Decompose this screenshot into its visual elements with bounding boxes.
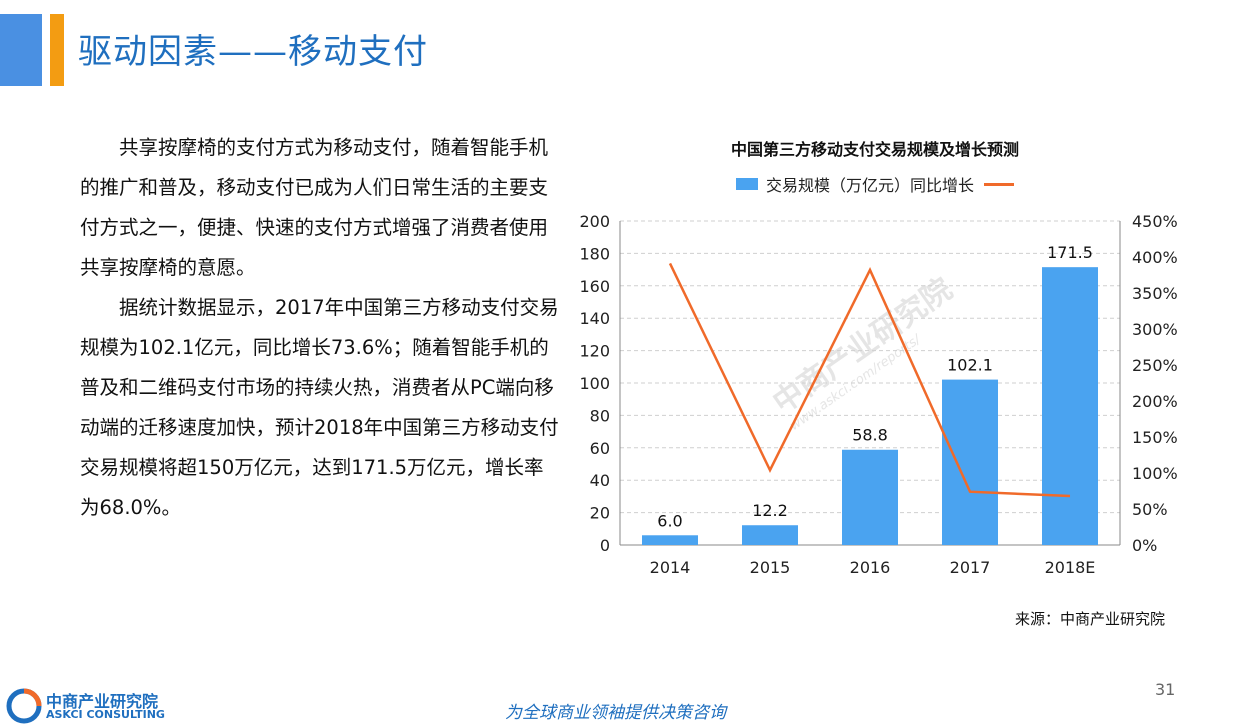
y-right-tick-label: 300% <box>1132 320 1178 339</box>
bar <box>1042 267 1098 545</box>
y-left-tick-label: 100 <box>579 374 610 393</box>
title-accent-blue <box>0 14 42 86</box>
y-left-tick-label: 60 <box>590 439 610 458</box>
bar-data-label: 6.0 <box>657 511 682 530</box>
legend-line-swatch <box>984 183 1014 186</box>
body-text: 共享按摩椅的支付方式为移动支付，随着智能手机的推广和普及，移动支付已成为人们日常… <box>80 128 560 528</box>
y-left-tick-label: 40 <box>590 471 610 490</box>
y-right-tick-label: 450% <box>1132 212 1178 231</box>
bar-data-label: 171.5 <box>1047 243 1093 262</box>
bar-data-label: 102.1 <box>947 356 993 375</box>
title-accent-orange <box>50 14 64 86</box>
chart-legend: 交易规模（万亿元） 同比增长 <box>630 172 1120 196</box>
y-right-tick-label: 200% <box>1132 392 1178 411</box>
y-left-tick-label: 20 <box>590 504 610 523</box>
page-number: 31 <box>1155 680 1175 699</box>
logo-text-en: ASKCI CONSULTING <box>46 708 165 721</box>
y-right-tick-label: 50% <box>1132 500 1168 519</box>
bar <box>942 380 998 545</box>
y-left-tick-label: 160 <box>579 277 610 296</box>
x-tick-label: 2018E <box>1045 558 1096 577</box>
legend-bar-swatch <box>736 178 758 190</box>
logo: 中商产业研究院 ASKCI CONSULTING <box>6 688 176 724</box>
legend-line-label: 同比增长 <box>910 172 974 196</box>
bar-data-label: 58.8 <box>852 426 888 445</box>
paragraph-1: 共享按摩椅的支付方式为移动支付，随着智能手机的推广和普及，移动支付已成为人们日常… <box>80 128 560 288</box>
y-left-tick-label: 140 <box>579 309 610 328</box>
bar <box>742 525 798 545</box>
x-tick-label: 2016 <box>850 558 891 577</box>
y-left-tick-label: 180 <box>579 244 610 263</box>
chart-svg: 0 20 40 60 80 100 120 140 160 180 200 0% 50% 100% 150%… <box>560 200 1200 590</box>
y-right-tick-label: 150% <box>1132 428 1178 447</box>
y-left-tick-label: 200 <box>579 212 610 231</box>
y-left-tick-label: 120 <box>579 342 610 361</box>
y-right-tick-label: 400% <box>1132 248 1178 267</box>
x-tick-label: 2015 <box>750 558 791 577</box>
legend-bar-label: 交易规模（万亿元） <box>766 172 910 196</box>
y-right-tick-label: 250% <box>1132 356 1178 375</box>
bar-data-label: 12.2 <box>752 501 788 520</box>
y-right-tick-label: 350% <box>1132 284 1178 303</box>
chart-title: 中国第三方移动支付交易规模及增长预测 <box>630 136 1120 160</box>
title-bar: 驱动因素——移动支付 <box>0 14 1251 86</box>
source-note: 来源：中商产业研究院 <box>1015 608 1165 629</box>
paragraph-2: 据统计数据显示，2017年中国第三方移动支付交易规模为102.1亿元，同比增长7… <box>80 288 560 528</box>
x-tick-label: 2014 <box>650 558 691 577</box>
slogan: 为全球商业领袖提供决策咨询 <box>505 698 726 723</box>
logo-icon <box>6 688 42 724</box>
bar <box>642 535 698 545</box>
y-right-tick-label: 0% <box>1132 536 1157 555</box>
x-tick-label: 2017 <box>950 558 991 577</box>
bar <box>842 450 898 545</box>
y-left-tick-label: 80 <box>590 406 610 425</box>
page-title: 驱动因素——移动支付 <box>78 24 428 73</box>
y-left-tick-label: 0 <box>600 536 610 555</box>
y-right-tick-label: 100% <box>1132 464 1178 483</box>
